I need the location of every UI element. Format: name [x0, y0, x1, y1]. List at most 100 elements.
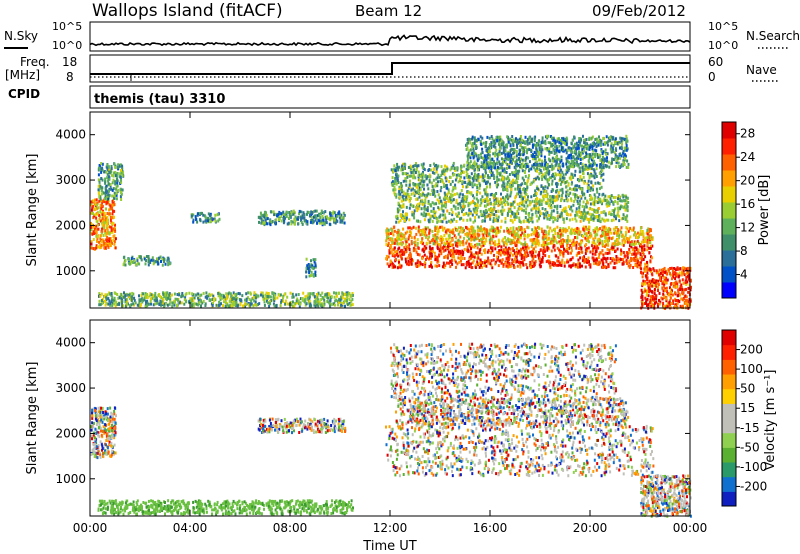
range-cell: [162, 298, 165, 302]
range-cell: [230, 304, 233, 308]
range-cell: [99, 237, 102, 241]
range-cell: [520, 201, 523, 205]
range-cell: [535, 214, 538, 218]
range-cell: [313, 303, 316, 307]
range-cell: [515, 176, 518, 180]
range-cell: [567, 198, 570, 202]
range-cell: [308, 299, 311, 303]
range-cell: [111, 298, 113, 302]
range-cell: [615, 226, 618, 229]
range-cell: [465, 200, 468, 204]
range-cell: [435, 177, 438, 181]
range-cell: [582, 234, 584, 238]
range-cell: [592, 219, 595, 222]
range-cell: [139, 304, 142, 308]
range-cell: [502, 187, 504, 191]
range-cell: [588, 186, 591, 190]
range-cell: [507, 202, 510, 206]
range-cell: [521, 261, 524, 265]
range-cell: [619, 207, 622, 211]
range-cell: [519, 249, 522, 253]
noise-tick-high-right: 10^5: [708, 20, 738, 33]
range-cell: [649, 259, 652, 263]
range-cell: [517, 184, 520, 187]
range-cell: [313, 295, 316, 299]
range-cell: [286, 222, 289, 226]
range-cell: [585, 205, 588, 209]
range-cell: [432, 242, 435, 245]
range-cell: [611, 242, 614, 246]
range-cell: [589, 250, 592, 254]
range-cell: [122, 170, 124, 174]
range-cell: [640, 244, 643, 248]
range-cell: [421, 255, 424, 259]
range-cell: [579, 161, 582, 165]
range-cell: [312, 273, 315, 277]
range-cell: [595, 187, 598, 191]
range-cell: [484, 198, 487, 202]
range-cell: [578, 247, 580, 251]
range-cell: [615, 261, 618, 265]
range-cell: [535, 202, 538, 206]
range-cell: [536, 175, 539, 179]
range-cell: [421, 248, 424, 252]
range-cell: [318, 214, 321, 217]
range-cell: [547, 204, 550, 208]
range-cell: [483, 204, 486, 208]
range-cell: [618, 214, 621, 218]
range-cell: [590, 180, 593, 184]
range-cell: [428, 250, 431, 254]
range-cell: [113, 298, 115, 302]
range-cell: [387, 228, 390, 232]
range-cell: [496, 199, 499, 203]
range-cell: [445, 169, 448, 173]
range-cell: [293, 222, 296, 226]
range-cell: [245, 292, 248, 296]
range-cell: [574, 263, 577, 267]
range-cell: [610, 231, 613, 235]
range-cell: [443, 182, 445, 186]
range-cell: [560, 180, 563, 184]
range-cell: [592, 228, 595, 232]
range-cell: [104, 214, 107, 218]
range-cell: [558, 263, 561, 267]
range-cell: [507, 210, 510, 213]
range-cell: [597, 215, 600, 219]
range-cell: [291, 300, 294, 304]
range-cell: [417, 225, 420, 229]
range-cell: [151, 296, 154, 300]
range-cell: [197, 292, 200, 296]
range-cell: [541, 207, 544, 211]
range-cell: [479, 175, 482, 179]
range-cell: [470, 238, 473, 242]
range-cell: [519, 201, 521, 205]
range-cell: [134, 263, 137, 267]
range-cell: [408, 206, 411, 210]
range-cell: [646, 240, 649, 244]
range-cell: [391, 229, 393, 233]
range-cell: [479, 229, 482, 233]
range-cell: [560, 212, 563, 216]
range-cell: [481, 195, 484, 199]
range-cell: [579, 176, 582, 180]
range-cell: [320, 221, 323, 225]
range-cell: [556, 204, 559, 208]
range-cell: [269, 302, 272, 306]
range-cell: [567, 226, 570, 230]
range-cell: [110, 187, 113, 191]
range-cell: [492, 202, 495, 206]
range-cell: [101, 302, 104, 306]
range-cell: [546, 217, 549, 221]
range-cell: [122, 263, 125, 267]
range-cell: [410, 174, 413, 178]
range-cell: [427, 226, 429, 230]
range-cell: [304, 219, 307, 223]
range-cell: [94, 213, 97, 217]
range-cell: [270, 299, 273, 302]
range-cell: [449, 265, 452, 269]
range-cell: [524, 216, 527, 219]
range-cell: [253, 293, 256, 296]
range-cell: [593, 210, 596, 214]
range-cell: [405, 205, 408, 209]
range-cell: [606, 247, 609, 251]
